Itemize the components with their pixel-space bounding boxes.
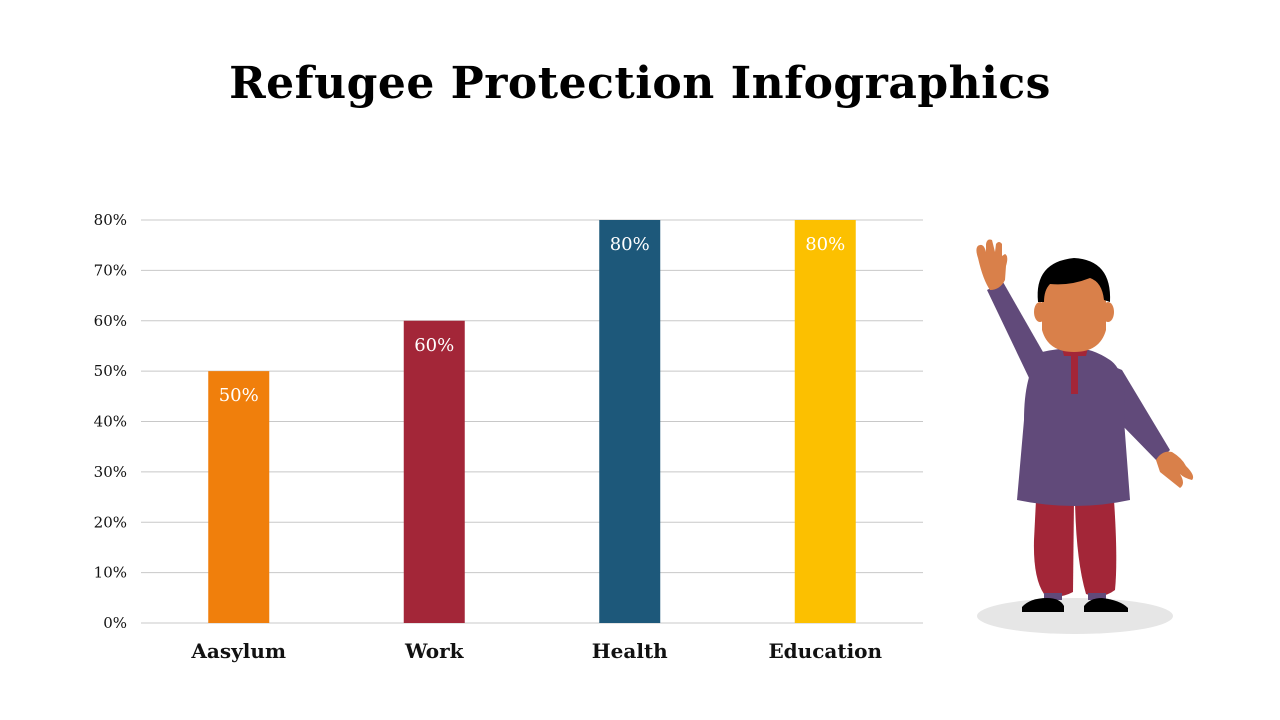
- y-axis-ticks: 0% 10% 20% 30% 40% 50% 60% 70% 80%: [94, 211, 127, 632]
- data-labels: 50% 60% 80% 80%: [219, 234, 846, 406]
- slide-title: Refugee Protection Infographics: [229, 58, 1051, 109]
- data-label: 60%: [414, 335, 454, 356]
- category-label: Aasylum: [190, 639, 286, 663]
- y-tick-label: 50%: [94, 362, 127, 380]
- bar-health: [599, 220, 661, 623]
- data-label: 50%: [219, 385, 259, 406]
- y-tick-label: 70%: [94, 261, 127, 279]
- category-label: Education: [768, 639, 882, 663]
- y-tick-label: 20%: [94, 513, 127, 531]
- y-tick-label: 30%: [94, 463, 127, 481]
- data-label: 80%: [805, 234, 845, 255]
- data-label: 80%: [610, 234, 650, 255]
- category-label: Work: [404, 639, 465, 663]
- bar-work: [403, 320, 465, 623]
- gridlines: [141, 219, 923, 624]
- y-tick-label: 60%: [94, 312, 127, 330]
- y-tick-label: 40%: [94, 413, 127, 431]
- bar-chart: 0%10%20%30%40%50%60%70%80% 50%60%80% 80% …: [94, 211, 923, 663]
- bar-aasylum: [208, 371, 270, 623]
- x-axis-categories: Aasylum Work Health Education: [190, 639, 882, 663]
- bar-education: [794, 220, 856, 623]
- waving-person-icon: [976, 239, 1194, 634]
- y-tick-label: 10%: [94, 564, 127, 582]
- bars: [208, 220, 856, 623]
- y-tick-label: 0%: [103, 614, 127, 632]
- category-label: Health: [592, 639, 668, 663]
- y-tick-label: 80%: [94, 211, 127, 229]
